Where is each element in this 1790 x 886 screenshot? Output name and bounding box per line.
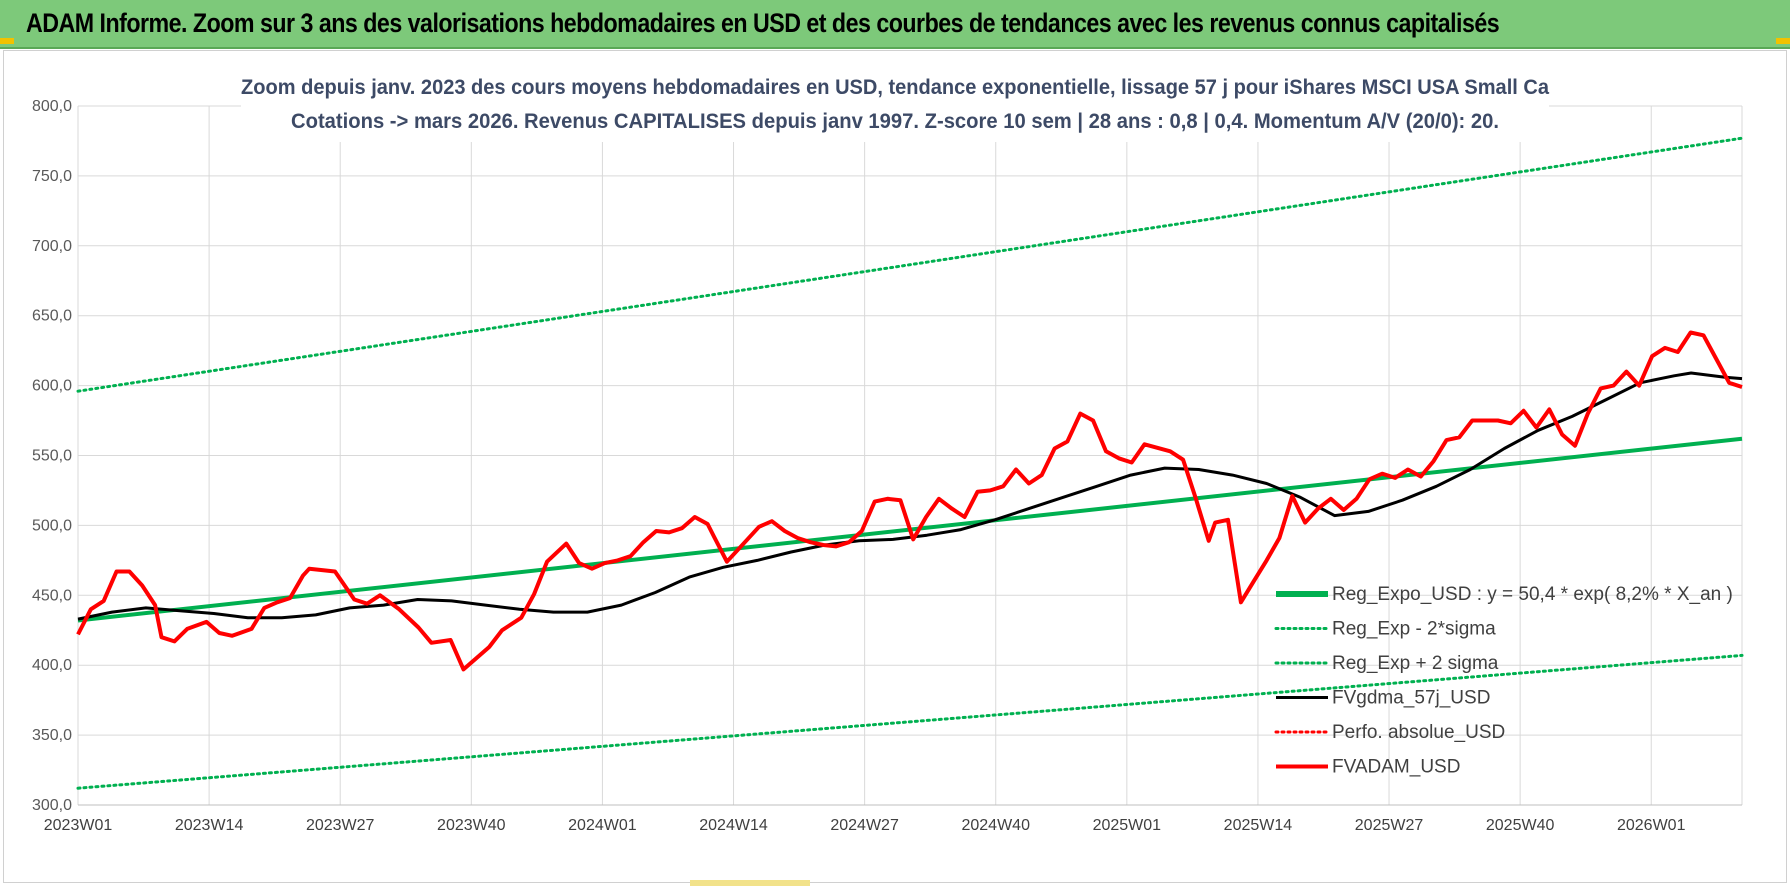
y-tick-label: 600,0: [32, 378, 72, 395]
y-tick-label: 350,0: [32, 727, 72, 744]
y-tick-label: 300,0: [32, 797, 72, 814]
y-tick-label: 800,0: [32, 98, 72, 115]
x-tick-label: 2024W40: [961, 817, 1030, 834]
series-line: [77, 371, 1743, 621]
chart-legend: Reg_Expo_USD : y = 50,4 * exp( 8,2% * X_…: [1274, 584, 1733, 778]
chart-series: [76, 136, 1744, 790]
chart-title: Zoom depuis janv. 2023 des cours moyens …: [241, 76, 1549, 99]
corner-mark-left: [0, 38, 14, 44]
x-tick-label: 2023W40: [437, 817, 506, 834]
y-tick-label: 400,0: [32, 657, 72, 674]
chart-titles: Zoom depuis janv. 2023 des cours moyens …: [241, 66, 1549, 142]
y-tick-label: 500,0: [32, 517, 72, 534]
x-tick-label: 2025W14: [1224, 817, 1293, 834]
x-tick-label: 2024W14: [699, 817, 768, 834]
bottom-accent: [690, 880, 810, 886]
legend-label: Reg_Exp + 2 sigma: [1332, 653, 1499, 674]
report-title: ADAM Informe. Zoom sur 3 ans des valoris…: [26, 8, 1500, 38]
x-tick-label: 2023W14: [175, 817, 244, 834]
x-tick-label: 2024W27: [830, 817, 899, 834]
chart-frame: [3, 50, 1787, 883]
y-tick-label: 700,0: [32, 238, 72, 255]
series-line: [76, 653, 1744, 790]
y-tick-label: 750,0: [32, 168, 72, 185]
y-axis: 300,0 350,0 400,0 450,0 500,0 550,0 600,0 650,0…: [32, 98, 72, 814]
x-tick-label: 2023W27: [306, 817, 375, 834]
y-tick-label: 650,0: [32, 308, 72, 325]
x-tick-label: 2024W01: [568, 817, 637, 834]
legend-label: Reg_Expo_USD : y = 50,4 * exp( 8,2% * X_…: [1332, 584, 1733, 605]
series-line: [76, 136, 1744, 393]
x-axis: 2023W01 2023W14 2023W27 2023W40 2024W01 2024W…: [44, 804, 1742, 834]
legend-label: FVADAM_USD: [1332, 757, 1460, 778]
x-tick-label: 2026W01: [1617, 817, 1686, 834]
report-banner: ADAM Informe. Zoom sur 3 ans des valoris…: [0, 0, 1790, 49]
x-tick-label: 2023W01: [44, 817, 113, 834]
series-line: [76, 330, 1743, 672]
corner-mark-right: [1776, 38, 1790, 44]
chart-subtitle: Cotations -> mars 2026. Revenus CAPITALI…: [291, 110, 1499, 133]
y-tick-label: 550,0: [32, 448, 72, 465]
chart-grid: [77, 105, 1743, 806]
y-tick-label: 450,0: [32, 587, 72, 604]
x-tick-label: 2025W27: [1355, 817, 1424, 834]
legend-label: Perfo. absolue_USD: [1332, 722, 1505, 743]
legend-label: FVgdma_57j_USD: [1332, 688, 1490, 709]
legend-label: Reg_Exp - 2*sigma: [1332, 619, 1496, 640]
x-tick-label: 2025W40: [1486, 817, 1555, 834]
title-background: [241, 66, 1549, 142]
x-tick-label: 2025W01: [1093, 817, 1162, 834]
